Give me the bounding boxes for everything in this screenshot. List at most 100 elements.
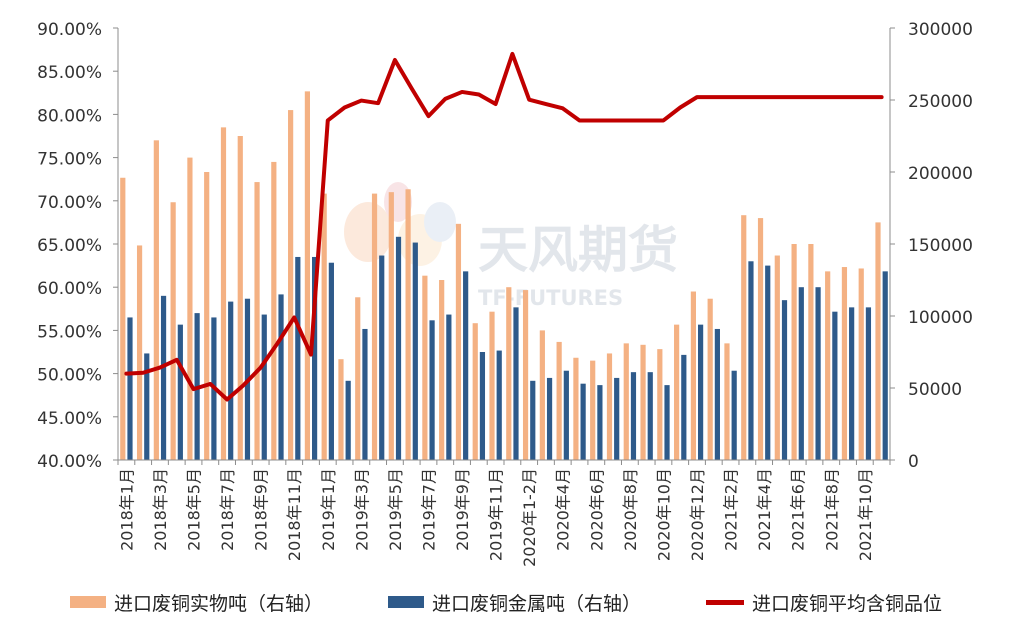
bar-metal: [882, 271, 888, 460]
left-tick-label: 45.00%: [37, 409, 102, 429]
chart-svg: 天风期货 TF-FUTURES 40.00% 45.00% 50.00% 55.00%…: [37, 20, 973, 567]
x-tick-label: 2019年3月: [352, 468, 371, 551]
x-tick-label: 2018年1月: [117, 468, 136, 551]
x-tick-label: 2018年5月: [185, 468, 204, 551]
right-tick-label: 150000: [908, 236, 973, 256]
bars-layer: [120, 91, 888, 461]
x-tick-label: 2018年3月: [151, 468, 170, 551]
bar-metal: [614, 377, 620, 460]
bar-physical: [858, 268, 864, 460]
bar-metal: [362, 328, 368, 460]
bar-metal: [496, 350, 502, 460]
left-tick-label: 90.00%: [37, 20, 102, 40]
bar-physical: [841, 267, 848, 460]
bar-physical: [539, 330, 545, 460]
bar-physical: [489, 311, 495, 460]
line-layer: [124, 51, 884, 402]
legend-label-grade: 进口废铜平均含铜品位: [752, 592, 943, 615]
watermark-text-en: TF-FUTURES: [478, 286, 623, 310]
bar-physical: [439, 280, 445, 460]
bar-metal: [832, 311, 838, 460]
x-tick-label: 2020年4月: [554, 468, 573, 551]
bar-physical: [506, 287, 512, 460]
bar-metal: [798, 287, 804, 460]
legend-label-physical: 进口废铜实物吨（右轴）: [114, 592, 324, 615]
legend-label-metal: 进口废铜金属吨（右轴）: [432, 592, 642, 615]
left-tick-label: 65.00%: [37, 236, 102, 256]
bar-metal: [849, 307, 855, 460]
bar-metal: [328, 262, 334, 460]
bar-metal: [580, 383, 586, 460]
bar-physical: [422, 275, 428, 460]
bar-physical: [640, 344, 646, 460]
bar-metal: [664, 385, 670, 460]
x-tick-label: 2021年4月: [755, 468, 774, 551]
bar-metal: [261, 314, 267, 460]
left-tick-label: 60.00%: [37, 279, 102, 299]
bar-metal: [228, 301, 234, 460]
bar-physical: [556, 341, 562, 460]
bar-metal: [731, 370, 737, 460]
bar-metal: [865, 307, 872, 460]
bar-physical: [304, 91, 310, 461]
bar-metal: [630, 372, 637, 460]
left-tick-label: 40.00%: [37, 452, 102, 472]
bar-physical: [237, 136, 243, 460]
bar-physical: [741, 215, 747, 460]
x-tick-label: 2018年9月: [252, 468, 271, 551]
x-tick-label: 2018年11月: [285, 468, 304, 561]
bar-metal: [479, 352, 486, 460]
bar-physical: [204, 172, 210, 460]
bar-physical: [153, 140, 159, 460]
bar-metal: [714, 328, 720, 460]
right-tick-label: 300000: [908, 20, 973, 40]
bar-metal: [748, 261, 754, 460]
x-tick-label: 2019年7月: [419, 468, 438, 551]
x-tick-label: 2021年10月: [856, 468, 875, 561]
bar-metal: [412, 242, 418, 460]
left-tick-label: 70.00%: [37, 193, 102, 213]
bar-physical: [388, 192, 394, 460]
bar-metal: [597, 385, 603, 460]
bar-physical: [774, 255, 780, 460]
bar-physical: [573, 357, 579, 460]
x-tick-label: 2019年5月: [386, 468, 405, 551]
legend-item-physical: 进口废铜实物吨（右轴）: [70, 584, 323, 620]
bar-metal: [647, 372, 653, 460]
x-tick-label: 2018年7月: [218, 468, 237, 551]
bar-metal: [395, 236, 402, 460]
x-tick-label: 2019年11月: [487, 468, 506, 561]
bar-metal: [781, 300, 788, 460]
legend-swatch-physical: [70, 596, 106, 608]
bar-physical: [120, 177, 126, 460]
bar-metal: [127, 317, 133, 460]
bar-physical: [791, 244, 797, 460]
right-tick-label: 50000: [908, 380, 962, 400]
bar-physical: [136, 245, 143, 460]
right-tick-label: 0: [908, 452, 919, 472]
bar-metal: [698, 324, 704, 460]
grade-line: [124, 51, 884, 402]
bar-metal: [446, 314, 452, 460]
left-tick-label: 55.00%: [37, 322, 102, 342]
bar-metal: [765, 265, 771, 460]
bar-physical: [657, 349, 663, 460]
bar-physical: [321, 193, 327, 460]
bar-metal: [312, 256, 318, 460]
bar-physical: [220, 127, 227, 461]
bar-physical: [170, 202, 176, 461]
x-tick-label: 2020年12月: [688, 468, 707, 561]
bar-physical: [405, 189, 411, 460]
left-tick-label: 75.00%: [37, 150, 102, 170]
bar-physical: [623, 343, 629, 460]
bar-metal: [295, 256, 301, 460]
bar-metal: [530, 380, 536, 460]
x-tick-label: 2019年9月: [453, 468, 472, 551]
left-tick-label: 85.00%: [37, 63, 102, 83]
bar-physical: [590, 360, 596, 460]
bar-metal: [278, 294, 284, 460]
x-tick-label: 2020年8月: [621, 468, 640, 551]
bar-metal: [815, 287, 821, 460]
bar-physical: [254, 182, 260, 460]
